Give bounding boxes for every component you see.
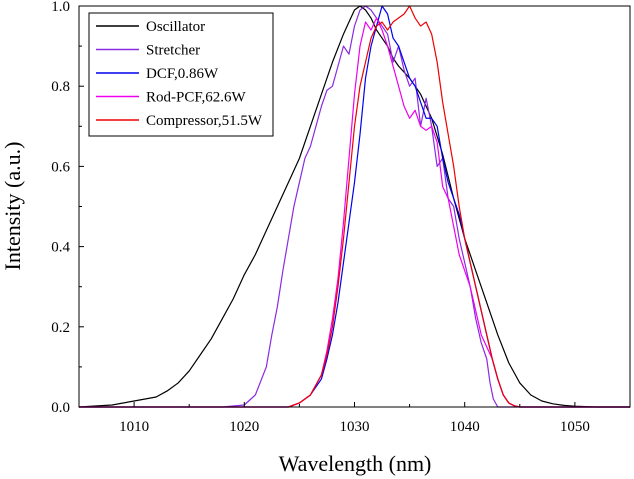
legend-label-oscillator: Oscillator <box>146 19 205 35</box>
x-tick-label: 1050 <box>560 419 590 435</box>
x-axis-title: Wavelength (nm) <box>279 451 432 476</box>
legend: Oscillator Stretcher DCF,0.86W Rod-PCF,62.6… <box>88 12 274 137</box>
x-tick-label: 1020 <box>229 419 259 435</box>
series-line-rod-pcf-62-6w <box>79 17 630 408</box>
y-tick-label: 0.6 <box>51 159 70 175</box>
legend-box <box>88 12 274 137</box>
y-axis-title: Intensity (a.u.) <box>0 142 25 271</box>
y-tick-label: 0.2 <box>51 320 70 336</box>
legend-label-stretcher: Stretcher <box>146 43 200 59</box>
legend-label-rod-pcf-62-6w: Rod-PCF,62.6W <box>146 90 246 106</box>
x-tick-label: 1010 <box>119 419 149 435</box>
y-tick-label: 0.0 <box>51 400 70 416</box>
y-tick-label: 1.0 <box>51 0 70 15</box>
x-tick-label: 1040 <box>450 419 480 435</box>
ticks-layer: 1010 1020 1030 1040 1050 0.0 0.2 0.4 0.6 0.8 1.0 <box>51 0 631 435</box>
legend-label-compressor-51-5w: Compressor,51.5W <box>146 113 263 129</box>
x-tick-label: 1030 <box>340 419 370 435</box>
series-layer <box>78 5 630 408</box>
y-tick-label: 0.4 <box>51 240 70 256</box>
y-tick-label: 0.8 <box>51 79 70 95</box>
legend-entries: Oscillator Stretcher DCF,0.86W Rod-PCF,62.6… <box>96 19 263 129</box>
series-line-compressor-51-5w <box>79 5 630 408</box>
legend-label-dcf-0-86w: DCF,0.86W <box>146 66 219 82</box>
